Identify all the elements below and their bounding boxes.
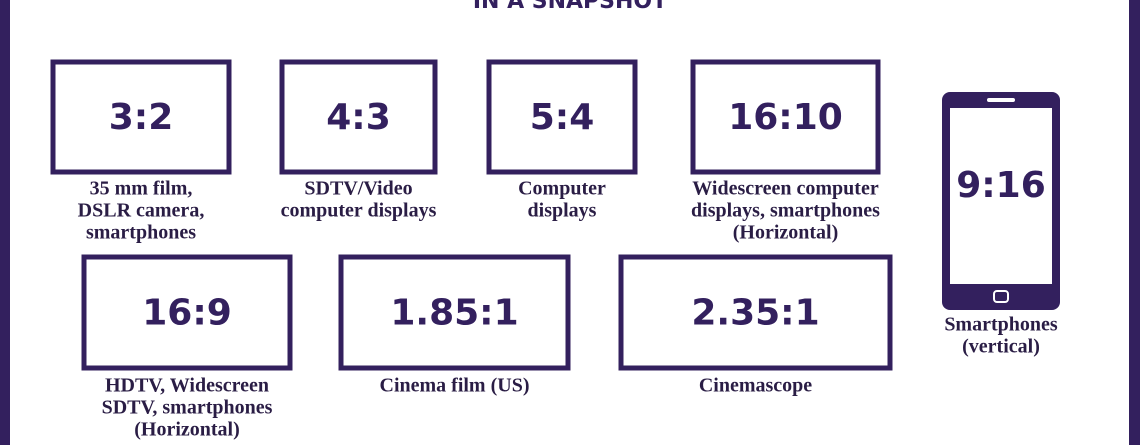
header-title: IN A SNAPSHOT: [473, 0, 667, 14]
frame-right: [1129, 0, 1140, 445]
ratio-label: 1.85:1: [390, 293, 518, 334]
ratio-box: [690, 59, 881, 175]
caption: HDTV, Widescreen: [105, 375, 269, 397]
caption: DSLR camera,: [78, 200, 205, 222]
phone-screen: [950, 108, 1052, 284]
phone-speaker: [987, 98, 1015, 102]
caption: Smartphones: [944, 314, 1058, 336]
ratio-label: 9:16: [956, 165, 1046, 206]
ratio-label: 3:2: [109, 97, 174, 138]
caption: displays, smartphones: [691, 200, 880, 222]
ratio-label: 16:10: [728, 97, 843, 138]
caption: smartphones: [86, 222, 196, 244]
caption: (Horizontal): [134, 419, 240, 441]
caption: (vertical): [962, 336, 1040, 358]
ratio-box: [81, 254, 293, 371]
caption: Widescreen computer: [692, 178, 879, 200]
caption: Cinemascope: [699, 375, 812, 397]
ratio-box: [618, 254, 893, 371]
caption: SDTV, smartphones: [102, 397, 273, 419]
phone-button: [993, 290, 1009, 303]
ratio-label: 5:4: [530, 97, 595, 138]
caption: (Horizontal): [733, 222, 839, 244]
ratio-box: [338, 254, 571, 371]
ratio-label: 16:9: [142, 293, 232, 334]
caption: computer displays: [281, 200, 437, 222]
ratio-label: 2.35:1: [691, 293, 819, 334]
caption: displays: [528, 200, 597, 222]
frame-left: [0, 0, 10, 445]
ratio-box: [279, 59, 438, 175]
ratio-box: [50, 59, 232, 175]
ratio-box: [486, 59, 638, 175]
caption: Cinema film (US): [380, 375, 530, 397]
caption: 35 mm film,: [90, 178, 193, 200]
caption: Computer: [518, 178, 606, 200]
caption: SDTV/Video: [304, 178, 412, 200]
ratio-label: 4:3: [326, 97, 391, 138]
